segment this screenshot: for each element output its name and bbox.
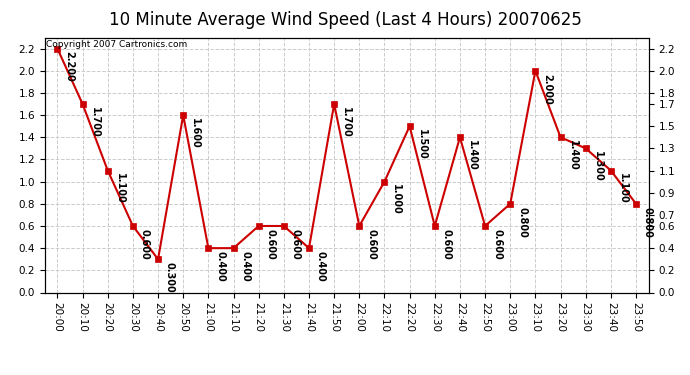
Text: 2.000: 2.000 [542, 74, 552, 104]
Text: Copyright 2007 Cartronics.com: Copyright 2007 Cartronics.com [46, 40, 187, 49]
Text: 0.400: 0.400 [316, 251, 326, 282]
Text: 0.600: 0.600 [366, 229, 376, 260]
Text: 1.300: 1.300 [593, 151, 602, 182]
Text: 1.500: 1.500 [417, 129, 426, 160]
Text: 0.600: 0.600 [266, 229, 275, 260]
Text: 0.400: 0.400 [241, 251, 250, 282]
Text: 10 Minute Average Wind Speed (Last 4 Hours) 20070625: 10 Minute Average Wind Speed (Last 4 Hou… [108, 11, 582, 29]
Text: 1.700: 1.700 [90, 107, 99, 138]
Text: 1.700: 1.700 [341, 107, 351, 138]
Text: 1.400: 1.400 [467, 140, 477, 171]
Text: 0.800: 0.800 [643, 207, 653, 237]
Text: 1.600: 1.600 [190, 118, 200, 148]
Text: 0.600: 0.600 [442, 229, 452, 260]
Text: 0.600: 0.600 [290, 229, 301, 260]
Text: 1.000: 1.000 [391, 184, 402, 215]
Text: 0.400: 0.400 [215, 251, 226, 282]
Text: 0.800: 0.800 [518, 207, 527, 237]
Text: 0.600: 0.600 [140, 229, 150, 260]
Text: 1.100: 1.100 [618, 173, 628, 204]
Text: 2.200: 2.200 [64, 51, 75, 82]
Text: 1.400: 1.400 [567, 140, 578, 171]
Text: 1.100: 1.100 [115, 173, 125, 204]
Text: 0.600: 0.600 [492, 229, 502, 260]
Text: 0.300: 0.300 [165, 262, 175, 293]
